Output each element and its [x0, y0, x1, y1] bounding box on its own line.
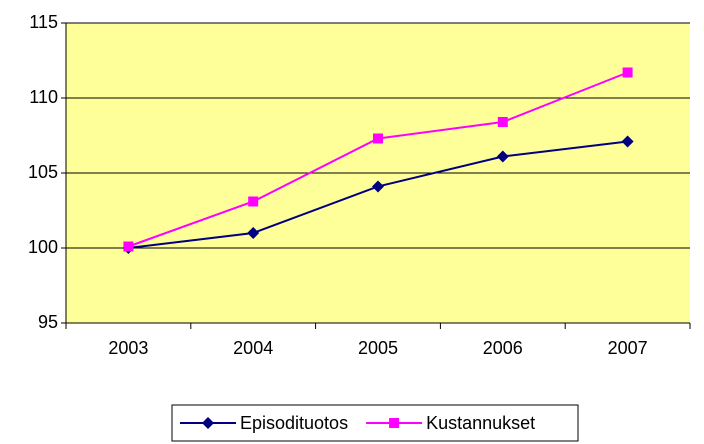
x-tick-label: 2003: [108, 338, 148, 358]
data-point: [496, 150, 509, 163]
y-tick-label: 95: [38, 312, 58, 332]
legend-label: Kustannukset: [426, 413, 535, 433]
data-point: [373, 133, 383, 144]
data-point: [247, 227, 260, 239]
x-tick-label: 2006: [483, 338, 523, 358]
y-tick-label: 100: [28, 237, 58, 257]
legend-marker: [202, 417, 214, 429]
x-tick-label: 2004: [233, 338, 273, 358]
data-point: [497, 117, 508, 127]
data-point: [622, 67, 633, 78]
y-tick-label: 105: [28, 162, 58, 182]
legend-marker: [389, 418, 400, 428]
x-tick-label: 2007: [608, 338, 648, 358]
y-tick-label: 110: [29, 87, 58, 107]
data-point: [248, 196, 259, 207]
legend-label: Episodituotos: [240, 413, 348, 433]
data-point: [372, 180, 384, 193]
data-point: [123, 241, 134, 252]
x-tick-label: 2005: [358, 338, 398, 358]
data-point: [621, 135, 634, 148]
y-tick-label: 115: [29, 12, 58, 32]
